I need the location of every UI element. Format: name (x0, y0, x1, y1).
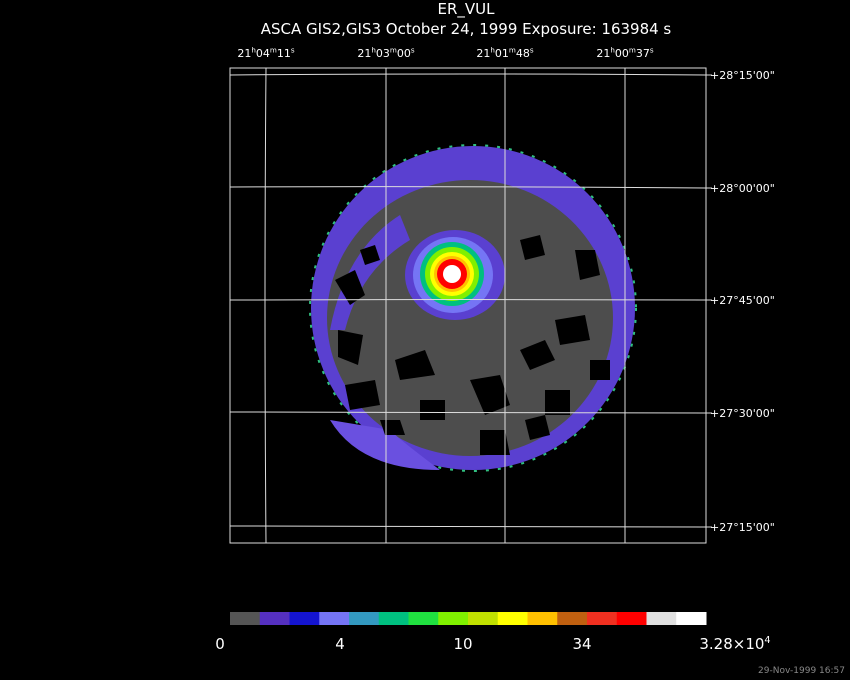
text-part: 11 (277, 47, 291, 60)
colorbar-segment (676, 612, 707, 625)
colorbar-segment (468, 612, 499, 625)
dec-label: +27°15'00" (710, 521, 775, 534)
text-part: 10 (453, 635, 472, 653)
superscript: s (650, 46, 654, 55)
superscript: m (390, 46, 397, 55)
label: 0 (215, 635, 225, 653)
superscript: m (270, 46, 277, 55)
superscript: s (530, 46, 534, 55)
colorbar: 0 4 10 34 3.28×104 (215, 612, 771, 653)
timestamp: 29-Nov-1999 16:57 (758, 666, 845, 676)
label: 21h03m00s (357, 46, 415, 60)
label: 34 (572, 635, 591, 653)
label: 3.28×104 (699, 635, 770, 653)
text-part: 3.28×10 (699, 635, 764, 653)
ra-labels: 21h04m11s 21h03m00s 21h01m48s 21h00m37s (237, 46, 654, 60)
dec-labels: +28°15'00" +28°00'00" +27°45'00" +27°30'00"… (706, 69, 775, 534)
colorbar-segment (587, 612, 618, 625)
colorbar-segment (557, 612, 588, 625)
text-part: 48 (516, 47, 530, 60)
text-part: 4 (335, 635, 345, 653)
label: 21h01m48s (476, 46, 534, 60)
dec-label: +28°00'00" (710, 182, 775, 195)
colorbar-segment (259, 612, 290, 625)
superscript: h (490, 46, 495, 55)
text-part: 34 (572, 635, 591, 653)
superscript: h (610, 46, 615, 55)
text-part: 37 (636, 47, 650, 60)
text-part: 03 (376, 47, 390, 60)
superscript: m (509, 46, 516, 55)
superscript: s (411, 46, 415, 55)
text-part: 0 (215, 635, 225, 653)
colorbar-segment (616, 612, 647, 625)
colorbar-segment (289, 612, 320, 625)
colorbar-segment (378, 612, 409, 625)
superscript: h (371, 46, 376, 55)
superscript: 4 (764, 635, 770, 646)
text-part: 04 (256, 47, 270, 60)
label: 21h00m37s (596, 46, 654, 60)
label: 4 (335, 635, 345, 653)
colorbar-segment (527, 612, 558, 625)
text-part: 00 (397, 47, 411, 60)
colorbar-segment (646, 612, 677, 625)
colorbar-segment (319, 612, 350, 625)
colorbar-segment (230, 612, 261, 625)
label: 21h04m11s (237, 46, 295, 60)
text-part: 21 (596, 47, 610, 60)
dec-label: +28°15'00" (710, 69, 775, 82)
text-part: 21 (237, 47, 251, 60)
dec-label: +27°45'00" (710, 294, 775, 307)
colorbar-segment (349, 612, 380, 625)
subtitle: ASCA GIS2,GIS3 October 24, 1999 Exposure… (261, 20, 672, 38)
colorbar-segment (408, 612, 439, 625)
label: 10 (453, 635, 472, 653)
colorbar-segment (497, 612, 528, 625)
superscript: s (291, 46, 295, 55)
title: ER_VUL (438, 0, 496, 19)
text-part: 01 (495, 47, 509, 60)
text-part: 00 (615, 47, 629, 60)
dec-label: +27°30'00" (710, 407, 775, 420)
text-part: 21 (476, 47, 490, 60)
superscript: m (629, 46, 636, 55)
colorbar-segment (438, 612, 469, 625)
superscript: h (251, 46, 256, 55)
image (309, 144, 637, 472)
text-part: 21 (357, 47, 371, 60)
coordinate-grid (229, 67, 707, 544)
